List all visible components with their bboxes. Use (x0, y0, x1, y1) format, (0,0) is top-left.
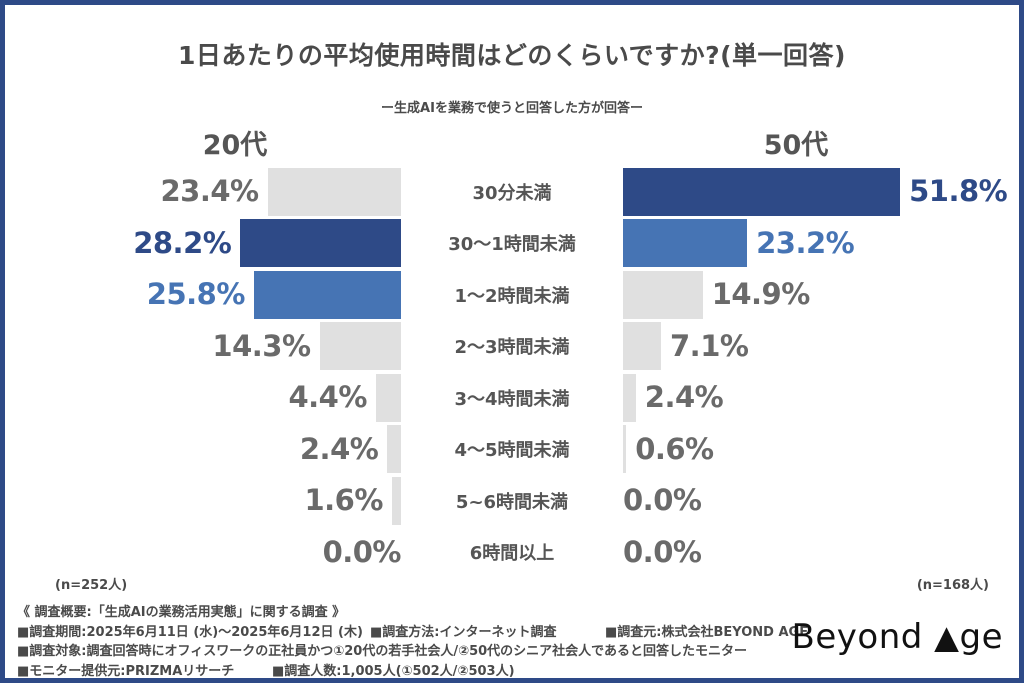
bar-20s-3 (319, 322, 401, 371)
group-header-50s: 50代 (763, 130, 829, 161)
value-label-50s-7: 0.0% (623, 534, 702, 569)
value-label-20s-2: 25.8% (146, 277, 246, 312)
bar-50s-5 (623, 425, 627, 474)
category-label-6: 5~6時間未満 (455, 491, 569, 513)
triangle-icon: ▲ (934, 618, 960, 656)
category-label-2: 1〜2時間未満 (454, 285, 570, 307)
survey-monitor: ■モニター提供元:PRIZMAリサーチ (17, 663, 235, 679)
chart-rows: 23.4% 30分未満 51.8% 28.2% 30〜1時間未満 23.2% 25.8% 1〜… (5, 166, 1019, 578)
value-label-50s-0: 51.8% (909, 174, 1008, 209)
cell-20s-1: 28.2% (5, 219, 401, 268)
survey-line-monitor: ■モニター提供元:PRIZMAリサーチ ■調査人数:1,005人(①502人/②… (17, 660, 827, 679)
survey-line-period: ■調査期間:2025年6月11日 (水)〜2025年6月12日 (木) ■調査方… (17, 621, 827, 641)
value-label-20s-1: 28.2% (133, 225, 232, 260)
value-label-50s-5: 0.6% (635, 431, 714, 466)
chart-row-3: 14.3% 2〜3時間未満 7.1% (5, 321, 1019, 373)
cell-20s-4: 4.4% (5, 373, 401, 422)
chart-row-5: 2.4% 4〜5時間未満 0.6% (5, 424, 1019, 476)
cell-20s-5: 2.4% (5, 425, 401, 474)
bar-20s-2 (253, 270, 401, 319)
category-label-3: 2〜3時間未満 (454, 337, 570, 359)
cell-20s-3: 14.3% (5, 322, 401, 371)
value-label-50s-6: 0.0% (623, 483, 702, 518)
cell-20s-2: 25.8% (5, 270, 401, 319)
survey-overview: 《 調査概要:「生成AIの業務活用実態」に関する調査 》 ■調査期間:2025年… (17, 601, 827, 679)
cell-20s-7: 0.0% (5, 534, 402, 569)
bar-50s-3 (623, 322, 661, 371)
cell-50s-3: 7.1% (623, 322, 1019, 371)
cell-50s-5: 0.6% (623, 425, 1019, 474)
bar-20s-6 (391, 476, 401, 525)
survey-overview-title: 《 調査概要:「生成AIの業務活用実態」に関する調査 》 (17, 601, 827, 621)
page-title: 1日あたりの平均使用時間はどのくらいですか?(単一回答) (177, 41, 846, 70)
sample-size-20s: (n=252人) (55, 578, 128, 593)
bar-20s-4 (375, 373, 401, 422)
beyond-age-logo: Beyond ▲ge (792, 617, 1003, 657)
chart-row-6: 1.6% 5~6時間未満 0.0% (5, 475, 1019, 527)
cell-50s-2: 14.9% (623, 270, 1019, 319)
cell-50s-4: 2.4% (623, 373, 1019, 422)
value-label-20s-4: 4.4% (288, 380, 367, 415)
survey-line-target: ■調査対象:調査回答時にオフィスワークの正社員かつ①20代の若手社会人/②50代… (17, 640, 827, 660)
bar-50s-2 (623, 270, 703, 319)
chart-row-2: 25.8% 1〜2時間未満 14.9% (5, 269, 1019, 321)
value-label-20s-3: 14.3% (212, 328, 311, 363)
category-label-0: 30分未満 (472, 182, 552, 204)
logo-text-before: Beyond (791, 617, 935, 657)
chart-subtitle: ー生成AIを業務で使うと回答した方が回答ー (381, 101, 643, 116)
value-label-20s-6: 1.6% (304, 483, 383, 518)
cell-50s-6: 0.0% (623, 486, 1019, 515)
category-label-5: 4〜5時間未満 (454, 440, 570, 462)
value-label-50s-1: 23.2% (756, 225, 855, 260)
category-label-4: 3〜4時間未満 (454, 388, 570, 410)
category-label-7: 6時間以上 (469, 543, 555, 565)
cell-50s-0: 51.8% (623, 167, 1019, 216)
category-label-1: 30〜1時間未満 (448, 234, 576, 256)
value-label-50s-4: 2.4% (644, 380, 724, 415)
bar-50s-0 (623, 167, 901, 216)
group-header-20s: 20代 (202, 130, 268, 161)
value-label-50s-2: 14.9% (711, 277, 811, 312)
survey-source: ■調査元:株式会社BEYOND AGE (605, 624, 809, 640)
logo-text-after: ge (959, 617, 1003, 657)
bar-20s-0 (267, 167, 401, 216)
survey-target: ■調査対象:調査回答時にオフィスワークの正社員かつ①20代の若手社会人/②50代… (17, 644, 748, 659)
chart-row-1: 28.2% 30〜1時間未満 23.2% (5, 218, 1019, 270)
sample-size-50s: (n=168人) (916, 578, 989, 593)
cell-50s-7: 0.0% (623, 534, 1019, 569)
value-label-20s-7: 0.0% (322, 534, 402, 569)
value-label-20s-5: 2.4% (299, 431, 379, 466)
cell-20s-6: 1.6% (5, 476, 401, 525)
bar-50s-1 (623, 219, 748, 268)
survey-method: ■調査方法:インターネット調査 (370, 624, 557, 640)
value-label-50s-3: 7.1% (670, 328, 749, 363)
bar-20s-1 (240, 219, 401, 268)
survey-period: ■調査期間:2025年6月11日 (水)〜2025年6月12日 (木) (17, 624, 363, 640)
bar-50s-4 (623, 373, 636, 422)
bar-20s-5 (387, 425, 401, 474)
survey-overview-title-text: 《 調査概要:「生成AIの業務活用実態」に関する調査 》 (17, 605, 346, 620)
survey-count: ■調査人数:1,005人(①502人/②503人) (272, 663, 515, 679)
cell-20s-0: 23.4% (5, 167, 401, 216)
value-label-20s-0: 23.4% (160, 174, 260, 209)
chart-row-0: 23.4% 30分未満 51.8% (5, 166, 1019, 218)
cell-50s-1: 23.2% (623, 219, 1019, 268)
chart-row-7: 0.0% 6時間以上 0.0% (5, 527, 1019, 579)
chart-row-4: 4.4% 3〜4時間未満 2.4% (5, 372, 1019, 424)
